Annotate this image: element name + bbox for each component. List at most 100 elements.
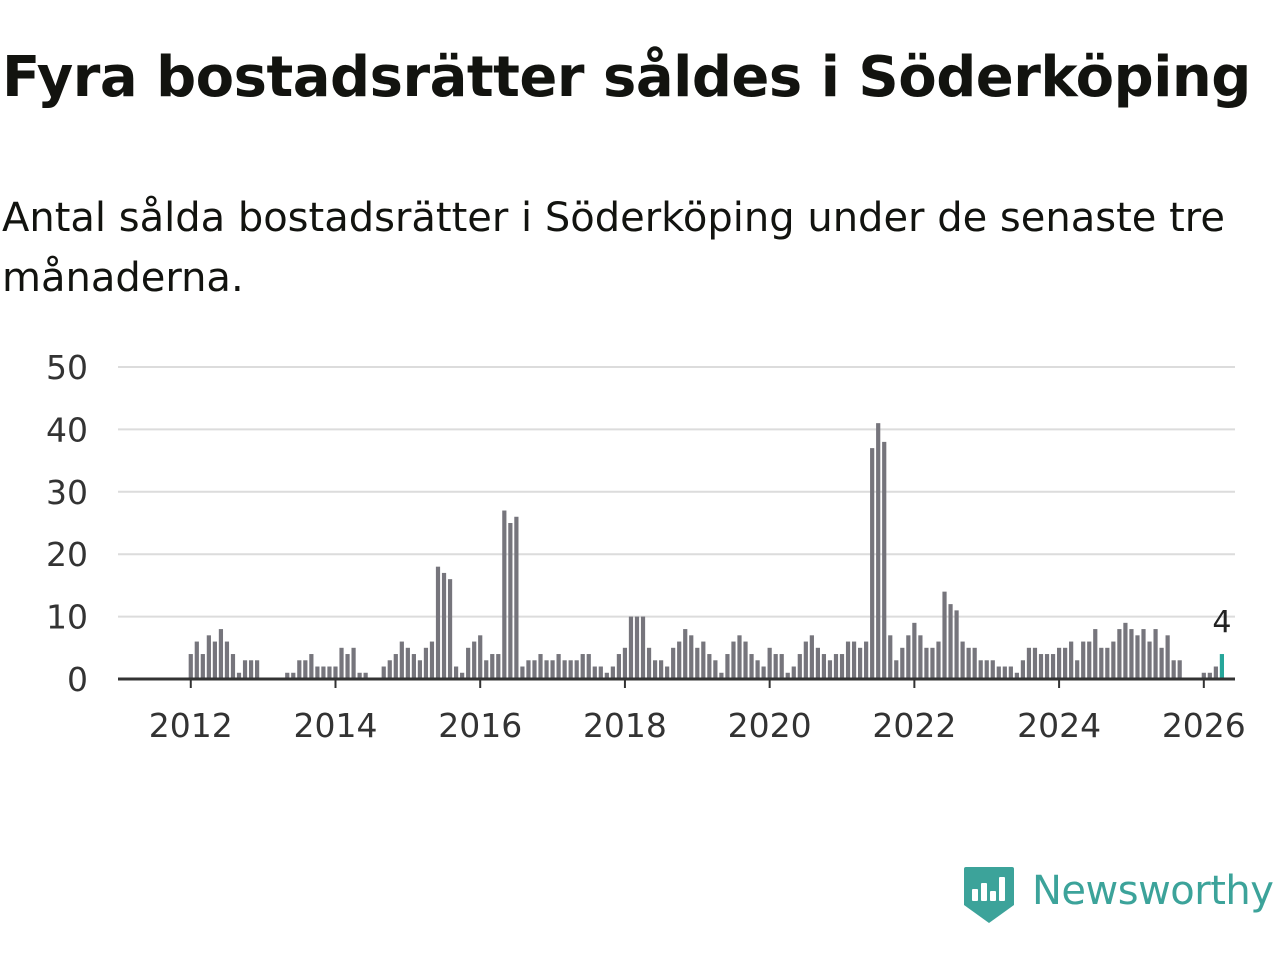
bar [291,672,296,679]
bar [255,660,260,679]
bar [405,647,410,679]
bar [1087,641,1092,679]
bar [610,666,615,679]
bar [363,672,368,679]
bar [315,666,320,679]
y-axis-labels: 0 10 20 30 40 50 [46,348,88,699]
bar [719,672,724,679]
bar [737,635,742,679]
y-tick-label: 50 [46,348,88,387]
bar [230,654,236,679]
bar [598,666,603,679]
bar [1201,672,1206,679]
bar [1159,647,1164,679]
x-tick-label: 2024 [1017,706,1101,745]
bar [321,666,326,679]
bar [236,672,242,679]
bar [659,660,664,679]
bar [502,510,507,679]
bar [839,654,845,679]
bar [683,629,688,679]
bar [1044,654,1050,679]
bar [671,647,676,679]
bar [821,654,827,679]
bar [616,654,621,679]
bar [1111,641,1116,679]
bar [526,660,531,679]
newsworthy-brand[interactable]: Newsworthy [962,862,1274,928]
bar [1177,660,1182,679]
bar [960,641,965,679]
bar [586,654,591,679]
bar [773,654,778,679]
bar [1093,629,1098,679]
bar [188,654,193,679]
bar [393,654,398,679]
bar [1020,660,1026,679]
bar [767,647,772,679]
x-axis: 2012 2014 2016 2018 2020 2022 2024 2026 [118,677,1246,745]
y-tick-label: 40 [46,410,88,449]
bar [411,654,416,679]
bar [351,647,356,679]
bar [851,641,857,679]
x-tick-label: 2018 [583,706,667,745]
bar [1032,647,1038,679]
bar [640,616,646,679]
last-value-label: 4 [1212,605,1231,640]
bar [1014,672,1019,679]
x-tick-label: 2022 [872,706,956,745]
bar [484,660,489,679]
bar [749,654,754,679]
bar [930,647,935,679]
bar [876,423,881,679]
bar [803,641,808,679]
bar [1153,629,1158,679]
bar [556,654,561,679]
bar [1135,635,1140,679]
bar [882,441,887,679]
bar [996,666,1001,679]
bar [212,641,217,679]
bar [646,647,652,679]
bar [827,660,833,679]
bar [574,660,579,679]
bar [761,666,766,679]
bar [1002,666,1007,679]
bar [327,666,332,679]
bar [1050,654,1056,679]
chart-title: Fyra bostadsrätter såldes i Söderköping [2,45,1251,110]
x-tick-label: 2016 [438,706,522,745]
x-tick-label: 2026 [1162,706,1246,745]
bar [297,660,302,679]
bar [725,654,730,679]
bar [218,629,224,679]
bar [713,660,718,679]
bar [508,523,513,679]
bar [604,672,609,679]
bar [900,647,905,679]
bar [472,641,477,679]
bar [888,635,893,679]
bar [1069,641,1074,679]
bar [441,572,447,679]
bar [285,672,290,679]
bar [984,660,989,679]
bar [248,660,254,679]
bar [520,666,525,679]
bar [357,672,362,679]
chart-subtitle: Antal sålda bostadsrätter i Söderköping … [2,195,1225,301]
bar [1081,641,1086,679]
bar [924,647,929,679]
bars [188,423,1224,679]
bar [815,647,820,679]
bar [755,660,760,679]
bar [423,647,429,679]
bar [1147,641,1152,679]
bar [912,622,917,679]
bar [1075,660,1080,679]
bar [478,635,483,679]
bar [1008,666,1013,679]
y-tick-label: 30 [46,473,88,512]
grid-lines [118,366,1235,618]
